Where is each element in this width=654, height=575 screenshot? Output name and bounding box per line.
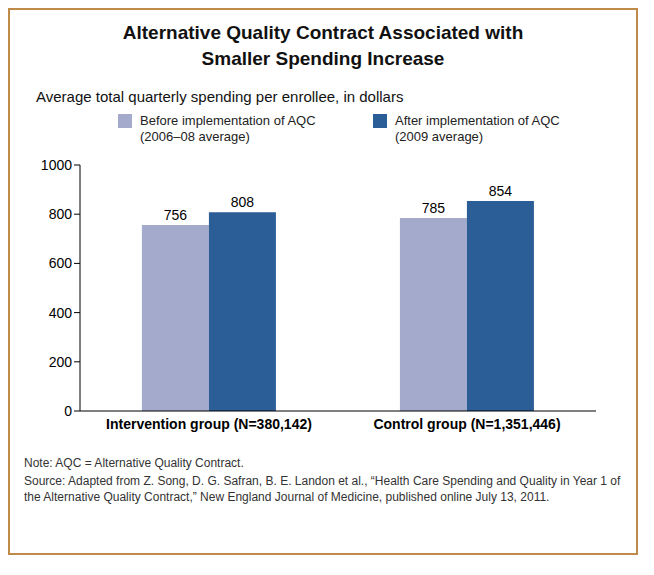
svg-text:808: 808 bbox=[231, 194, 255, 210]
svg-text:400: 400 bbox=[49, 305, 73, 321]
svg-text:854: 854 bbox=[489, 183, 513, 199]
svg-text:800: 800 bbox=[49, 206, 73, 222]
html-text:After implementation of AQC (2: After implementation of AQC (2009 averag… bbox=[395, 113, 560, 144]
svg-text:1000: 1000 bbox=[41, 157, 72, 173]
svg-text:200: 200 bbox=[49, 354, 73, 370]
html-text:Average total quarterly spendi: Average total quarterly spending per enr… bbox=[36, 88, 404, 105]
svg-text:756: 756 bbox=[164, 207, 188, 223]
html-text:Alternative Quality Contract A: Alternative Quality Contract Associated … bbox=[122, 22, 524, 69]
svg-text:Intervention group (N=380,142): Intervention group (N=380,142) bbox=[106, 416, 312, 432]
svg-text:Control group (N=1,351,446): Control group (N=1,351,446) bbox=[373, 416, 560, 432]
svg-text:600: 600 bbox=[49, 255, 73, 271]
html-text:Source: Adapted from Z. Song,: Source: Adapted from Z. Song, D. G. Safr… bbox=[24, 474, 621, 504]
svg-text:0: 0 bbox=[64, 403, 72, 419]
html-text:Before implementation of AQC (: Before implementation of AQC (2006–08 av… bbox=[140, 113, 316, 144]
html-text:Note: AQC = Alternative Qualit: Note: AQC = Alternative Quality Contract… bbox=[24, 456, 244, 470]
svg-text:785: 785 bbox=[422, 200, 446, 216]
